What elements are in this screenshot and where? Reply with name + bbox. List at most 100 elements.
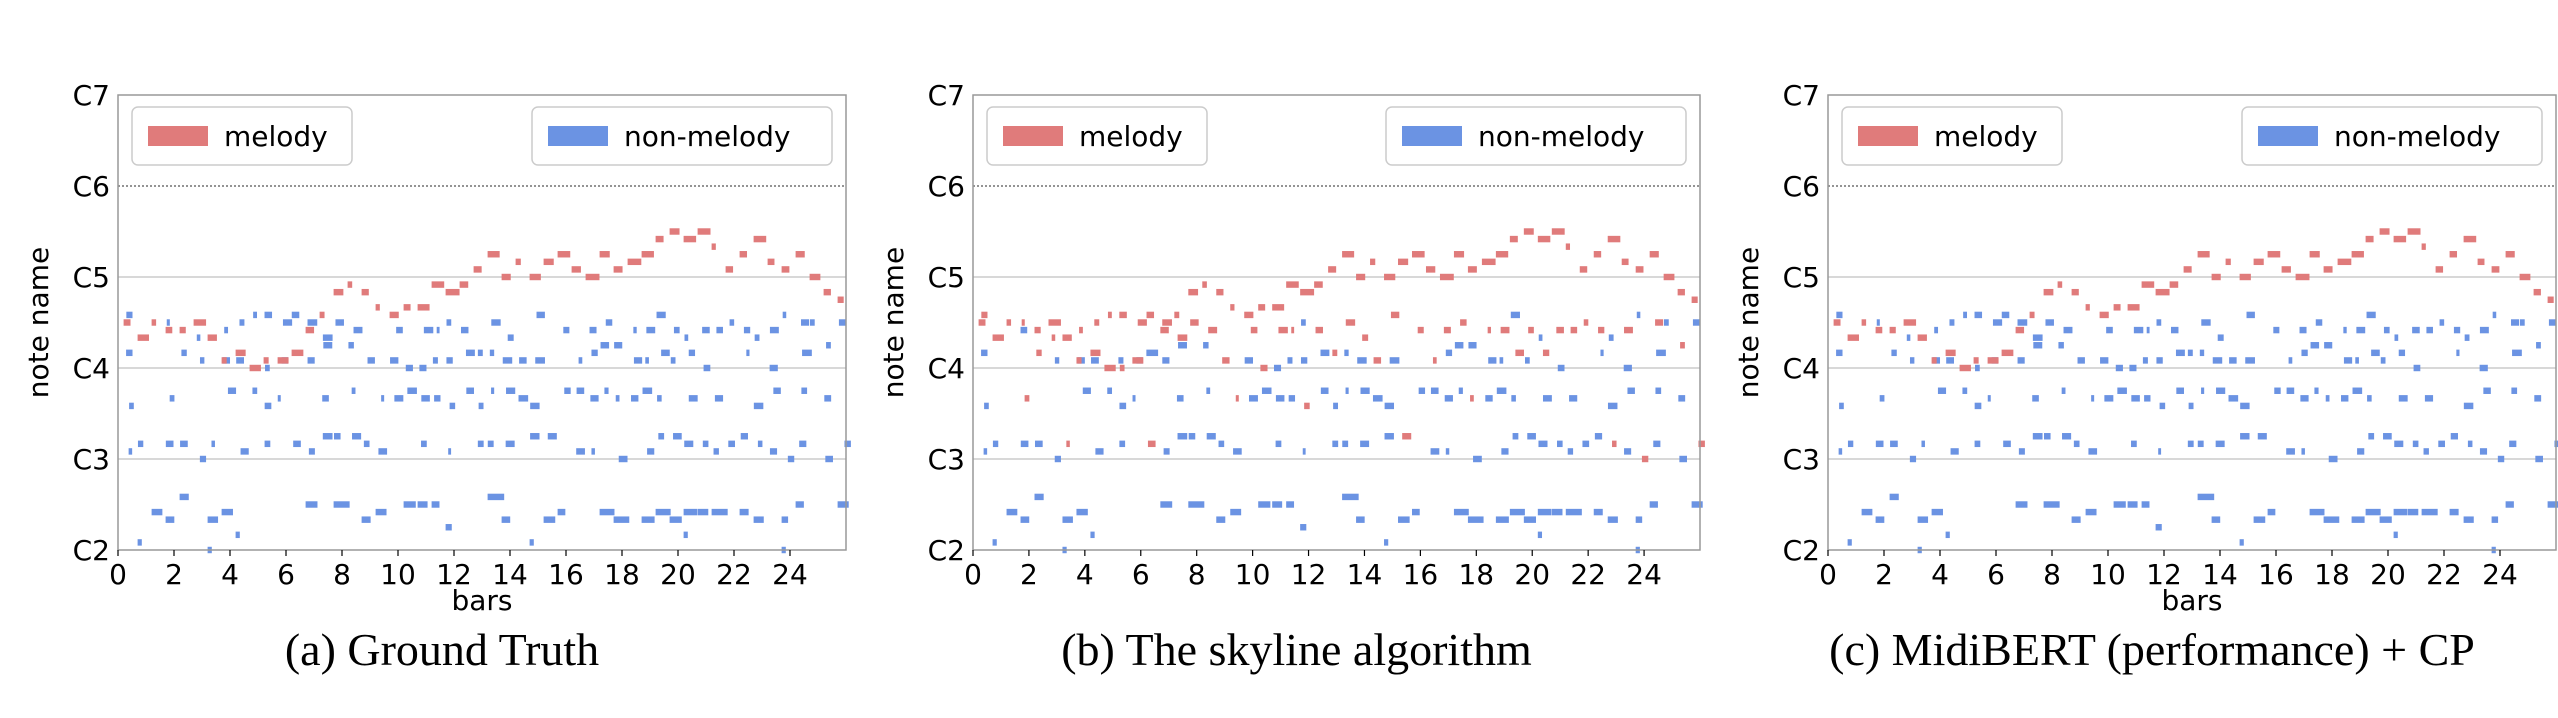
non-melody-note bbox=[801, 387, 808, 394]
non-melody-note bbox=[1444, 395, 1453, 402]
non-melody-note bbox=[446, 319, 452, 326]
non-melody-note bbox=[754, 334, 760, 341]
non-melody-note bbox=[1836, 311, 1843, 319]
non-melody-note bbox=[2341, 395, 2349, 402]
non-melody-note bbox=[1836, 349, 1843, 357]
non-melody-note bbox=[1511, 395, 1516, 402]
non-melody-note bbox=[2325, 395, 2330, 402]
melody-note bbox=[2099, 311, 2109, 319]
melody-note bbox=[487, 251, 500, 258]
non-melody-note bbox=[2246, 311, 2255, 319]
non-melody-note bbox=[1020, 440, 1029, 448]
melody-note bbox=[1278, 326, 1288, 334]
melody-note bbox=[1528, 326, 1534, 334]
non-melody-note bbox=[1178, 342, 1187, 349]
non-melody-note bbox=[739, 508, 749, 516]
non-melody-note bbox=[1569, 395, 1578, 402]
non-melody-note bbox=[1974, 311, 1983, 319]
melody-note bbox=[1062, 334, 1072, 341]
non-melody-note bbox=[618, 455, 628, 463]
melody-note bbox=[1432, 357, 1437, 364]
x-tick-label: 2 bbox=[1875, 558, 1893, 591]
legend-box bbox=[2241, 106, 2543, 166]
non-melody-note bbox=[2355, 357, 2359, 364]
non-melody-note bbox=[434, 395, 441, 402]
non-melody-note bbox=[697, 508, 709, 516]
non-melody-note bbox=[293, 440, 301, 448]
non-melody-note bbox=[714, 395, 724, 402]
melody-note bbox=[1411, 251, 1425, 258]
non-melody-note bbox=[2217, 334, 2224, 341]
non-melody-note bbox=[2061, 387, 2066, 394]
melody-note bbox=[571, 266, 581, 273]
non-melody-note bbox=[2380, 357, 2386, 364]
non-melody-note bbox=[769, 326, 779, 334]
non-melody-note bbox=[1288, 395, 1296, 402]
melody-note bbox=[1579, 266, 1588, 273]
x-tick-label: 16 bbox=[1403, 558, 1439, 591]
non-melody-note bbox=[2479, 364, 2488, 372]
non-melody-note bbox=[1691, 501, 1703, 508]
melody-note bbox=[1104, 364, 1116, 372]
non-melody-note bbox=[2519, 319, 2525, 326]
non-melody-note bbox=[669, 516, 682, 523]
non-melody-note bbox=[2032, 334, 2043, 341]
non-melody-note bbox=[1510, 311, 1520, 319]
melody-note bbox=[235, 349, 246, 357]
non-melody-note bbox=[1286, 501, 1295, 508]
non-melody-note bbox=[1454, 342, 1464, 349]
melody-note bbox=[1244, 311, 1254, 319]
non-melody-note bbox=[169, 395, 175, 402]
non-melody-note bbox=[335, 319, 344, 326]
non-melody-note bbox=[536, 311, 545, 319]
non-melody-note bbox=[604, 387, 609, 394]
non-melody-note bbox=[2043, 501, 2060, 508]
non-melody-note bbox=[781, 516, 789, 523]
y-axis-label: note name bbox=[877, 247, 910, 398]
melody-note bbox=[1119, 364, 1125, 372]
x-tick-label: 24 bbox=[2482, 558, 2518, 591]
melody-note bbox=[1612, 440, 1617, 448]
melody-note bbox=[501, 273, 511, 281]
non-melody-note bbox=[838, 319, 846, 326]
non-melody-note bbox=[769, 448, 778, 455]
melody-note bbox=[2337, 258, 2352, 266]
x-tick-label: 12 bbox=[1291, 558, 1327, 591]
melody-note bbox=[2351, 251, 2364, 258]
non-melody-note bbox=[1582, 440, 1590, 448]
non-melody-note bbox=[1527, 433, 1536, 440]
melody-note bbox=[543, 258, 554, 266]
non-melody-note bbox=[1557, 364, 1565, 372]
non-melody-note bbox=[1557, 440, 1563, 448]
non-melody-note bbox=[1342, 493, 1359, 501]
non-melody-note bbox=[2115, 364, 2123, 372]
non-melody-note bbox=[2299, 326, 2307, 334]
non-melody-note bbox=[1921, 440, 1925, 448]
non-melody-note bbox=[2393, 531, 2398, 539]
non-melody-note bbox=[436, 326, 440, 334]
non-melody-note bbox=[2274, 387, 2281, 394]
melody-note bbox=[389, 311, 399, 319]
melody-note bbox=[2225, 258, 2231, 266]
non-melody-note bbox=[2324, 342, 2333, 349]
melody-note bbox=[1258, 304, 1266, 311]
non-melody-note bbox=[351, 387, 356, 394]
non-melody-note bbox=[2421, 508, 2438, 516]
non-melody-note bbox=[2187, 440, 2194, 448]
melody-note bbox=[1460, 319, 1467, 326]
non-melody-note bbox=[1389, 357, 1400, 364]
non-melody-note bbox=[2129, 364, 2137, 372]
non-melody-note bbox=[2300, 395, 2309, 402]
y-tick-label: C3 bbox=[928, 443, 965, 476]
non-melody-note bbox=[199, 357, 205, 364]
non-melody-note bbox=[423, 326, 434, 334]
melody-note bbox=[2253, 258, 2264, 266]
melody-note bbox=[277, 357, 289, 364]
melody-note bbox=[333, 288, 344, 296]
non-melody-note bbox=[2240, 433, 2250, 440]
non-melody-note bbox=[1062, 516, 1073, 523]
melody-note bbox=[641, 251, 654, 258]
non-melody-note bbox=[2394, 334, 2399, 341]
x-tick-label: 10 bbox=[2090, 558, 2126, 591]
